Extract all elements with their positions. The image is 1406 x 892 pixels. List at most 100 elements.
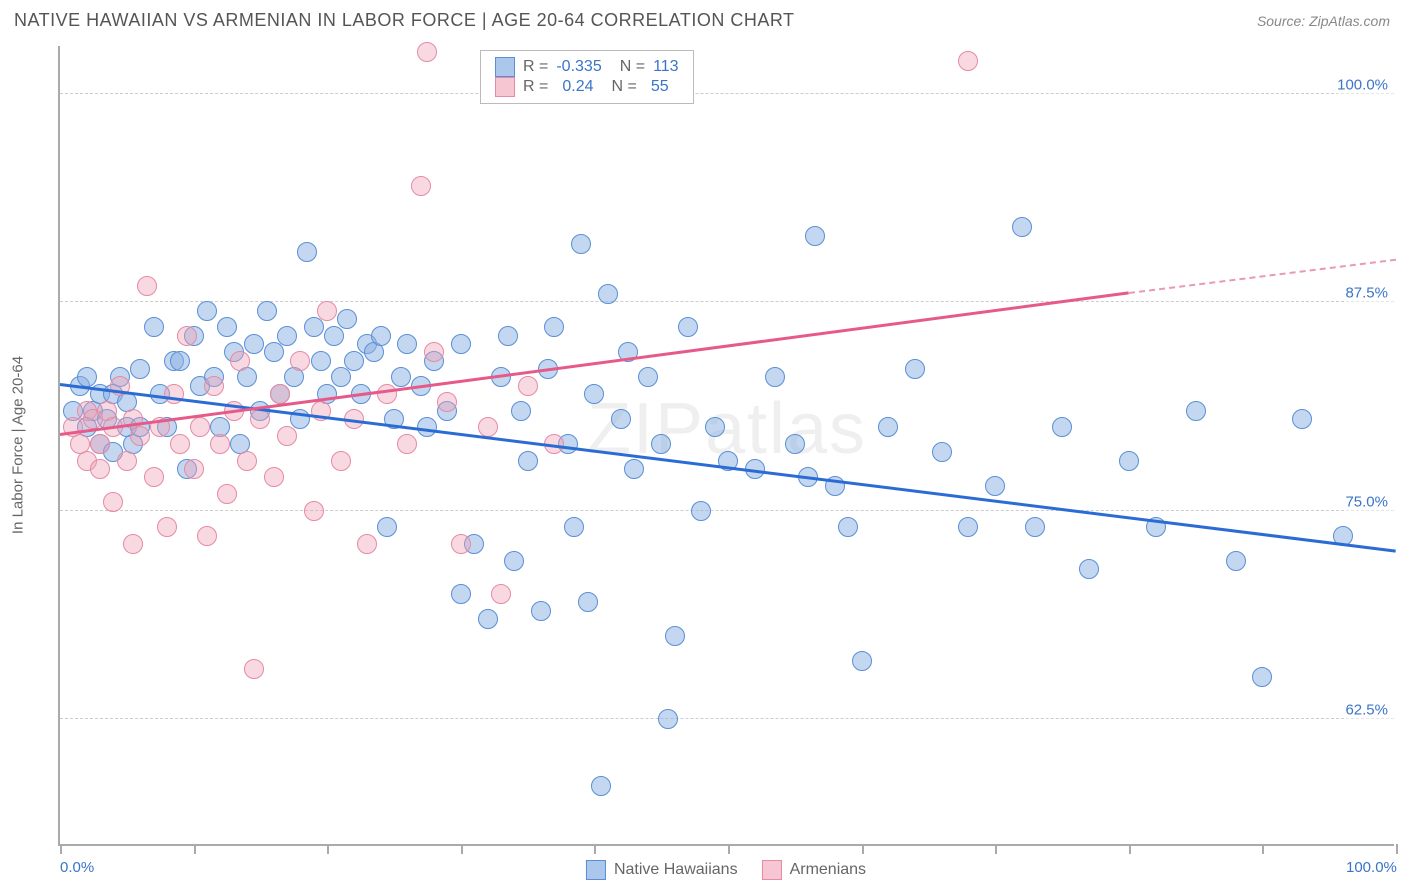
trend-line xyxy=(60,291,1129,436)
data-point xyxy=(1119,451,1139,471)
x-tick-label: 100.0% xyxy=(1346,859,1397,876)
data-point xyxy=(331,451,351,471)
data-point xyxy=(805,226,825,246)
gridline xyxy=(60,510,1394,511)
x-tick xyxy=(60,844,62,854)
data-point xyxy=(584,384,604,404)
data-point xyxy=(277,426,297,446)
r-value-2: 0.24 xyxy=(562,78,593,96)
n-value-1: 113 xyxy=(653,58,679,76)
data-point xyxy=(290,351,310,371)
chart-source: Source: ZipAtlas.com xyxy=(1257,13,1390,29)
data-point xyxy=(204,376,224,396)
data-point xyxy=(130,426,150,446)
data-point xyxy=(317,301,337,321)
legend-row-armenians: R = 0.24 N = 55 xyxy=(495,77,679,97)
data-point xyxy=(571,234,591,254)
data-point xyxy=(297,242,317,262)
data-point xyxy=(591,776,611,796)
data-point xyxy=(244,659,264,679)
data-point xyxy=(511,401,531,421)
data-point xyxy=(184,459,204,479)
x-tick xyxy=(728,844,730,854)
data-point xyxy=(1186,401,1206,421)
data-point xyxy=(985,476,1005,496)
data-point xyxy=(130,359,150,379)
data-point xyxy=(264,467,284,487)
data-point xyxy=(478,609,498,629)
data-point xyxy=(170,434,190,454)
data-point xyxy=(1012,217,1032,237)
gridline xyxy=(60,718,1394,719)
r-value-1: -0.335 xyxy=(556,58,601,76)
gridline xyxy=(60,93,1394,94)
data-point xyxy=(411,176,431,196)
swatch-blue-icon xyxy=(495,57,515,77)
data-point xyxy=(958,517,978,537)
data-point xyxy=(304,501,324,521)
data-point xyxy=(531,601,551,621)
correlation-legend: R = -0.335 N = 113 R = 0.24 N = 55 xyxy=(480,50,694,104)
data-point xyxy=(331,367,351,387)
data-point xyxy=(90,459,110,479)
data-point xyxy=(1226,551,1246,571)
legend-item-hawaiians: Native Hawaiians xyxy=(586,860,738,880)
legend-label: Native Hawaiians xyxy=(614,861,738,879)
data-point xyxy=(1025,517,1045,537)
data-point xyxy=(451,334,471,354)
data-point xyxy=(691,501,711,521)
series-legend: Native Hawaiians Armenians xyxy=(586,860,866,880)
data-point xyxy=(638,367,658,387)
data-point xyxy=(277,326,297,346)
data-point xyxy=(103,492,123,512)
data-point xyxy=(117,451,137,471)
data-point xyxy=(90,434,110,454)
data-point xyxy=(324,326,344,346)
x-tick xyxy=(461,844,463,854)
legend-label: Armenians xyxy=(790,861,866,879)
data-point xyxy=(1292,409,1312,429)
r-label: R = xyxy=(523,78,548,96)
data-point xyxy=(878,417,898,437)
data-point xyxy=(197,526,217,546)
data-point xyxy=(451,584,471,604)
data-point xyxy=(424,342,444,362)
data-point xyxy=(765,367,785,387)
y-tick-label: 75.0% xyxy=(1345,493,1394,510)
data-point xyxy=(1079,559,1099,579)
data-point xyxy=(624,459,644,479)
data-point xyxy=(77,367,97,387)
data-point xyxy=(144,467,164,487)
legend-row-hawaiians: R = -0.335 N = 113 xyxy=(495,57,679,77)
data-point xyxy=(451,534,471,554)
data-point xyxy=(190,417,210,437)
swatch-pink-icon xyxy=(762,860,782,880)
data-point xyxy=(598,284,618,304)
data-point xyxy=(270,384,290,404)
data-point xyxy=(518,376,538,396)
plot-region: In Labor Force | Age 20-64 ZIPatlas R = … xyxy=(58,46,1394,846)
data-point xyxy=(958,51,978,71)
data-point xyxy=(230,351,250,371)
x-tick xyxy=(1262,844,1264,854)
data-point xyxy=(544,317,564,337)
swatch-blue-icon xyxy=(586,860,606,880)
x-tick xyxy=(1129,844,1131,854)
data-point xyxy=(905,359,925,379)
data-point xyxy=(491,584,511,604)
data-point xyxy=(498,326,518,346)
data-point xyxy=(705,417,725,437)
data-point xyxy=(237,451,257,471)
y-tick-label: 87.5% xyxy=(1345,285,1394,302)
data-point xyxy=(417,42,437,62)
data-point xyxy=(658,709,678,729)
data-point xyxy=(518,451,538,471)
r-label: R = xyxy=(523,58,548,76)
data-point xyxy=(344,351,364,371)
data-point xyxy=(371,326,391,346)
data-point xyxy=(611,409,631,429)
y-tick-label: 100.0% xyxy=(1337,77,1394,94)
data-point xyxy=(651,434,671,454)
x-tick xyxy=(995,844,997,854)
x-tick-label: 0.0% xyxy=(60,859,94,876)
